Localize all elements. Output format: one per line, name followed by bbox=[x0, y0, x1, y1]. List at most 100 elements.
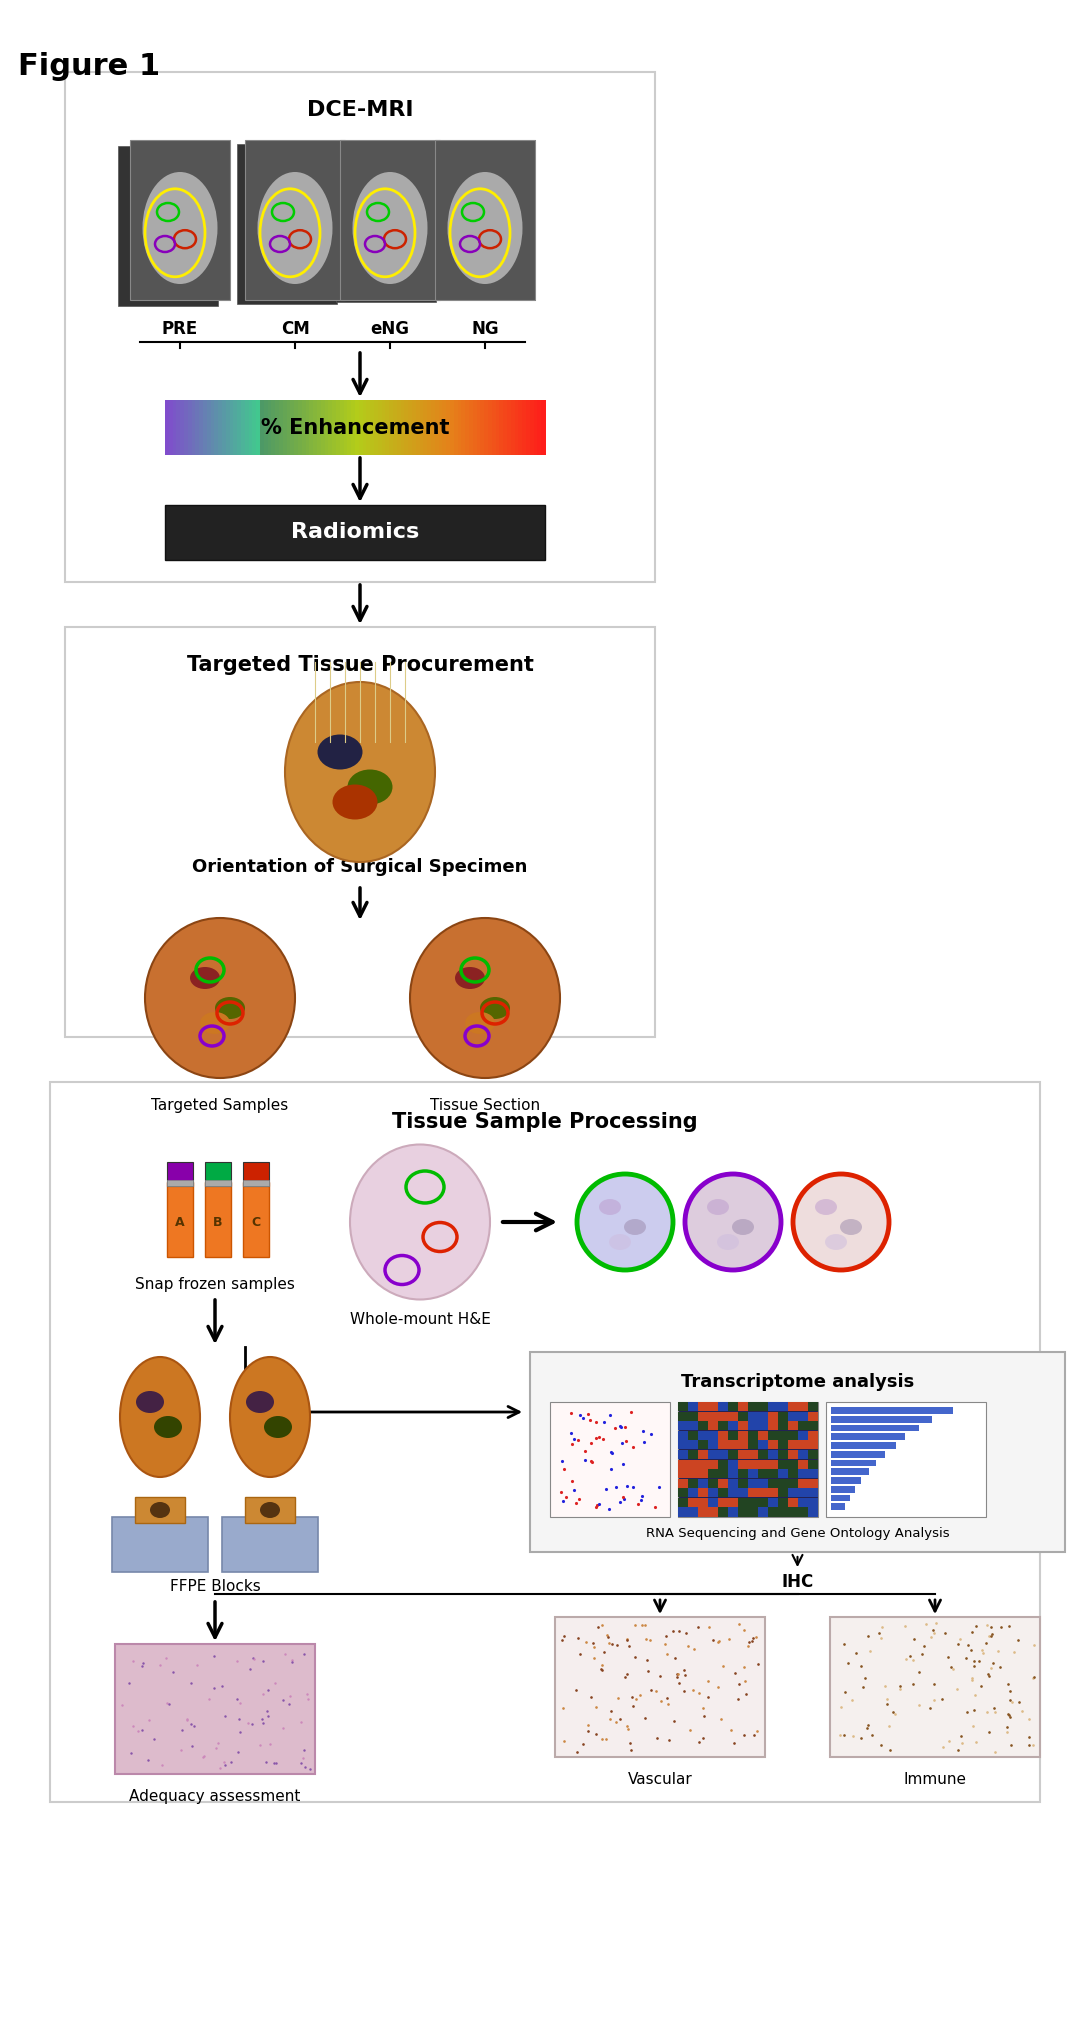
Bar bbox=[748, 1489, 757, 1497]
Ellipse shape bbox=[264, 1416, 292, 1438]
Bar bbox=[808, 1507, 818, 1517]
Bar bbox=[173, 401, 177, 455]
Bar bbox=[481, 401, 485, 455]
Bar bbox=[688, 1412, 698, 1420]
Bar bbox=[698, 1422, 707, 1430]
Bar bbox=[768, 1507, 778, 1517]
Text: A: A bbox=[175, 1216, 185, 1228]
Bar bbox=[708, 1402, 717, 1412]
Bar bbox=[205, 1181, 231, 1256]
Text: R: R bbox=[286, 1370, 298, 1384]
Bar bbox=[808, 1459, 818, 1469]
Bar bbox=[688, 1440, 698, 1448]
Bar bbox=[798, 1479, 808, 1487]
Text: % Enhancement: % Enhancement bbox=[260, 417, 449, 437]
Bar bbox=[165, 401, 170, 455]
Bar bbox=[831, 1495, 850, 1501]
Bar bbox=[728, 1440, 738, 1448]
Bar bbox=[768, 1459, 778, 1469]
Bar bbox=[808, 1450, 818, 1459]
Bar bbox=[195, 401, 200, 455]
Text: Whole-mount H&E: Whole-mount H&E bbox=[350, 1313, 490, 1327]
Bar bbox=[237, 144, 337, 303]
Bar bbox=[678, 1497, 688, 1507]
Bar bbox=[245, 401, 249, 455]
Bar bbox=[738, 1489, 747, 1497]
Bar bbox=[167, 1181, 193, 1256]
Bar bbox=[808, 1412, 818, 1420]
Bar bbox=[768, 1430, 778, 1440]
Bar bbox=[728, 1469, 738, 1479]
Bar bbox=[738, 1469, 747, 1479]
Bar bbox=[831, 1616, 1040, 1758]
Text: C: C bbox=[252, 1216, 260, 1228]
Bar bbox=[808, 1497, 818, 1507]
Bar bbox=[393, 401, 397, 455]
Bar bbox=[416, 401, 420, 455]
Bar bbox=[688, 1450, 698, 1459]
Bar bbox=[476, 401, 482, 455]
Bar bbox=[435, 401, 440, 455]
Bar bbox=[788, 1507, 797, 1517]
Bar bbox=[758, 1430, 768, 1440]
Bar bbox=[340, 140, 440, 299]
Bar bbox=[678, 1507, 688, 1517]
Bar bbox=[788, 1402, 797, 1412]
Ellipse shape bbox=[732, 1220, 754, 1234]
Bar bbox=[698, 1489, 707, 1497]
Bar bbox=[688, 1469, 698, 1479]
Bar bbox=[678, 1459, 688, 1469]
Bar bbox=[808, 1489, 818, 1497]
Bar bbox=[678, 1402, 818, 1517]
Bar bbox=[496, 401, 500, 455]
Bar bbox=[386, 401, 390, 455]
Bar bbox=[366, 401, 372, 455]
Ellipse shape bbox=[154, 1416, 183, 1438]
Ellipse shape bbox=[793, 1173, 889, 1270]
Bar bbox=[191, 401, 197, 455]
Bar bbox=[301, 401, 307, 455]
Bar bbox=[65, 73, 654, 583]
Text: L: L bbox=[133, 1410, 143, 1424]
Ellipse shape bbox=[352, 172, 428, 283]
Bar bbox=[688, 1479, 698, 1487]
Bar bbox=[678, 1422, 688, 1430]
Bar bbox=[788, 1469, 797, 1479]
Ellipse shape bbox=[685, 1173, 781, 1270]
Text: RNA Sequencing and Gene Ontology Analysis: RNA Sequencing and Gene Ontology Analysi… bbox=[646, 1527, 949, 1540]
Bar bbox=[243, 1179, 269, 1185]
Bar bbox=[286, 401, 292, 455]
Bar bbox=[313, 401, 318, 455]
Bar bbox=[758, 1507, 768, 1517]
Bar bbox=[243, 1161, 269, 1185]
Bar bbox=[708, 1489, 717, 1497]
Bar bbox=[768, 1469, 778, 1479]
Text: Targeted Tissue Procurement: Targeted Tissue Procurement bbox=[187, 655, 534, 676]
Ellipse shape bbox=[599, 1200, 621, 1216]
Bar bbox=[678, 1479, 688, 1487]
Bar bbox=[534, 401, 539, 455]
Bar bbox=[233, 401, 239, 455]
Bar bbox=[381, 401, 387, 455]
Bar bbox=[188, 401, 192, 455]
Bar bbox=[443, 401, 447, 455]
Bar bbox=[484, 401, 489, 455]
Text: Figure 1: Figure 1 bbox=[18, 53, 160, 81]
Bar bbox=[226, 401, 231, 455]
Bar bbox=[831, 1416, 932, 1422]
Bar bbox=[748, 1430, 757, 1440]
Ellipse shape bbox=[230, 1357, 310, 1477]
Bar bbox=[708, 1459, 717, 1469]
Bar bbox=[555, 1616, 765, 1758]
Bar bbox=[778, 1430, 787, 1440]
Bar bbox=[507, 401, 512, 455]
Bar bbox=[738, 1430, 747, 1440]
Bar bbox=[768, 1412, 778, 1420]
Bar bbox=[435, 140, 535, 299]
Bar bbox=[211, 401, 215, 455]
Ellipse shape bbox=[455, 967, 485, 989]
Bar bbox=[458, 401, 462, 455]
Bar bbox=[831, 1442, 895, 1448]
Bar bbox=[306, 401, 310, 455]
Bar bbox=[268, 401, 272, 455]
